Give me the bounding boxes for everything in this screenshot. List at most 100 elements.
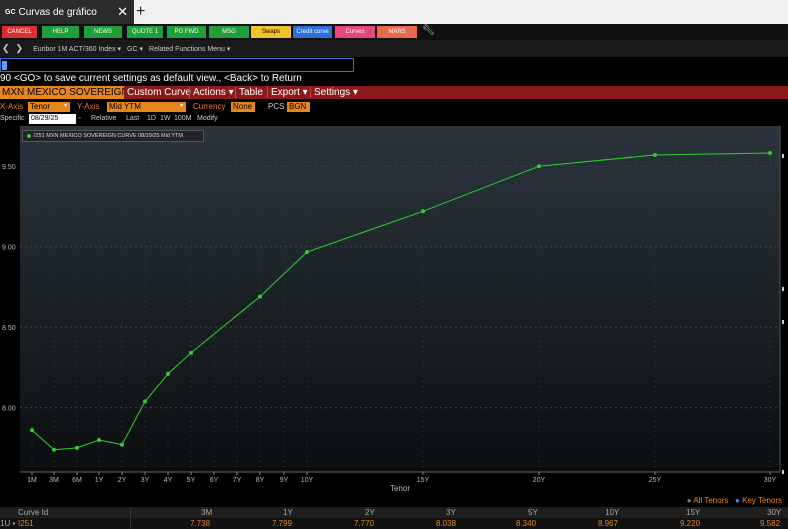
x-tick-label: 20Y	[533, 477, 546, 484]
key-tenors-dot-icon: ●	[735, 496, 740, 505]
y-tick-label: 9.50	[2, 164, 16, 171]
tab-title: Curvas de gráfico	[18, 6, 97, 18]
new-tab-button[interactable]: +	[136, 3, 146, 20]
fkey-cancel[interactable]: CANCEL	[2, 26, 37, 38]
back-icon[interactable]: ❮	[2, 43, 10, 53]
1w-button[interactable]: 1W	[160, 115, 171, 122]
legend-label: I251 MXN MEXICO SOVEREIGN CURVE 08/29/25…	[34, 133, 183, 139]
table-header: Curve Id 3M 1Y 2Y 3Y 5Y 10Y 15Y 30Y	[0, 507, 788, 518]
x-axis-title: Tenor	[390, 484, 410, 493]
fkey-swaps[interactable]: Swaps	[251, 26, 291, 38]
row-prefix: 1U ▪	[0, 519, 16, 528]
xaxis-select[interactable]: Tenor	[28, 102, 70, 112]
x-tick-label: 1M	[27, 477, 37, 484]
dropdown-arrow-icon[interactable]: ▾	[64, 103, 68, 109]
table-row[interactable]: 1U ▪ I251 7.738 7.799 7.770 8.038 8.340 …	[0, 518, 788, 529]
wrench-icon[interactable]: 🔧︎	[422, 25, 435, 36]
fkey-curves[interactable]: Curves	[335, 26, 375, 38]
menu-custom-curve[interactable]: Custom Curve	[127, 87, 191, 98]
function-selector[interactable]: GC ▾	[127, 45, 144, 53]
value-cell: 7.799	[272, 519, 293, 528]
value-cell: 9.220	[680, 519, 701, 528]
xaxis-label: X-Axis	[0, 102, 24, 111]
key-tenors-toggle[interactable]: Key Tenors	[742, 496, 782, 505]
data-point	[653, 152, 657, 157]
status-message: 90 <GO> to save current settings as defa…	[0, 73, 302, 84]
command-input[interactable]	[0, 58, 354, 72]
series-marker-icon	[27, 133, 31, 138]
x-tick-label: 2Y	[118, 477, 127, 484]
data-point	[120, 442, 124, 447]
all-tenors-toggle[interactable]: All Tenors	[693, 496, 729, 505]
fkey-msg[interactable]: MSG	[209, 26, 249, 38]
date-input[interactable]: 08/29/25	[29, 114, 76, 124]
x-tick-label: 9Y	[280, 477, 289, 484]
value-cell: 7.770	[354, 519, 375, 528]
y-tick-label: 9.00	[2, 245, 16, 252]
x-tick-label: 25Y	[649, 477, 662, 484]
column-divider	[130, 507, 131, 518]
menu-divider	[235, 87, 236, 98]
specific-option[interactable]: Specific	[0, 115, 25, 122]
100m-button[interactable]: 100M	[174, 115, 192, 122]
fkey-help[interactable]: HELP	[42, 26, 79, 38]
last-button[interactable]: Last	[126, 115, 140, 122]
pcs-input[interactable]: BGN	[287, 102, 310, 112]
related-functions-menu[interactable]: Related Functions Menu ▾	[149, 45, 231, 53]
y-tick-label: 8.50	[2, 325, 16, 332]
close-icon[interactable]: ✕	[117, 4, 128, 19]
fkey-pg-fwd[interactable]: PG FWD	[167, 26, 206, 38]
column-header: 3Y	[446, 508, 456, 517]
yaxis-label: Y-Axis	[77, 102, 100, 111]
menu-actions[interactable]: Actions ▾	[193, 87, 234, 98]
tenor-legend: ● All Tenors ● Key Tenors	[687, 496, 782, 505]
menu-settings[interactable]: Settings ▾	[314, 87, 358, 98]
yield-curve-chart[interactable]: 8.00 8.50 9.00 9.50 1M 3M 6M 1Y 2Y 3Y 4Y 5Y 6Y 7Y 8Y 9Y…	[0, 126, 788, 494]
relative-option[interactable]: Relative	[91, 115, 117, 122]
column-header: 15Y	[686, 508, 701, 517]
tab-badge: GC	[5, 8, 16, 16]
data-point	[97, 437, 101, 442]
window-tab[interactable]: GC Curvas de gráfico ✕	[0, 0, 134, 24]
data-point	[421, 209, 425, 214]
yaxis-select[interactable]: Mid YTM	[107, 102, 186, 112]
column-header: 5Y	[528, 508, 538, 517]
fkey-mars[interactable]: MARS	[377, 26, 417, 38]
x-tick-label: 6Y	[210, 477, 219, 484]
menu-divider	[310, 87, 311, 98]
currency-select[interactable]: None	[231, 102, 255, 112]
data-point	[143, 399, 147, 404]
value-cell: 8.340	[516, 519, 537, 528]
value-cell: 8.967	[598, 519, 619, 528]
x-tick-label: 15Y	[417, 477, 430, 484]
fkey-quote[interactable]: QUOTE 1	[127, 26, 163, 38]
fkey-credit-curve[interactable]: Credit curve	[293, 26, 332, 38]
data-point	[75, 445, 79, 450]
nav-bar: ❮ ❯ Euribor 1M ACT/360 Index ▾ GC ▾ Rela…	[0, 40, 788, 57]
menu-export[interactable]: Export ▾	[271, 87, 308, 98]
x-tick-label: 6M	[72, 477, 82, 484]
column-header: 2Y	[365, 508, 375, 517]
series-line	[31, 152, 771, 451]
fkey-news[interactable]: NEWS	[84, 26, 122, 38]
y-tick-label: 8.00	[2, 406, 16, 413]
data-point	[52, 447, 56, 452]
security-selector[interactable]: Euribor 1M ACT/360 Index ▾	[33, 45, 122, 53]
curve-ticker[interactable]: MXN MEXICO SOVEREIGN CU	[0, 86, 124, 99]
data-point	[768, 151, 772, 156]
column-header: 10Y	[605, 508, 620, 517]
dropdown-arrow-icon[interactable]: ▾	[180, 103, 184, 109]
modify-button[interactable]: Modify	[197, 115, 218, 122]
data-point	[537, 164, 541, 169]
text-cursor	[2, 61, 7, 70]
chart-legend: I251 MXN MEXICO SOVEREIGN CURVE 08/29/25…	[22, 130, 204, 142]
forward-icon[interactable]: ❯	[15, 43, 24, 53]
menu-table[interactable]: Table	[239, 87, 263, 98]
calendar-icon[interactable]: ▫	[78, 115, 81, 122]
x-tick-label: 30Y	[764, 477, 777, 484]
column-header: 1Y	[283, 508, 293, 517]
1d-button[interactable]: 1D	[147, 115, 156, 122]
column-divider	[130, 518, 131, 529]
date-settings-row: Specific 08/29/25 ▫ Relative Last 1D 1W …	[0, 114, 788, 125]
menu-bar: MXN MEXICO SOVEREIGN CU Custom Curve Act…	[0, 86, 788, 99]
